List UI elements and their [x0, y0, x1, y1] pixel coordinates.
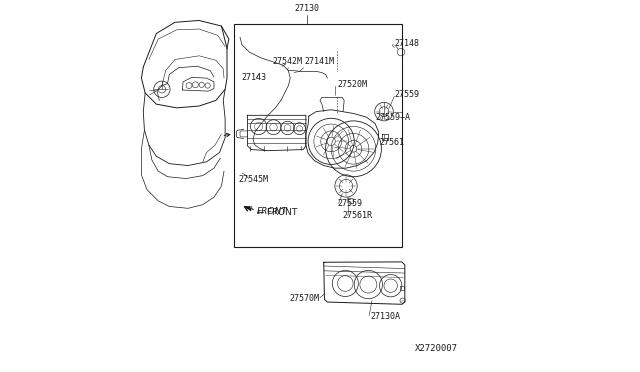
- Text: 27545M: 27545M: [239, 175, 269, 184]
- Text: 27148: 27148: [394, 39, 419, 48]
- Text: FRONT: FRONT: [257, 207, 287, 216]
- Text: X2720007: X2720007: [415, 344, 458, 353]
- Text: 27520M: 27520M: [338, 80, 368, 89]
- Bar: [234, 24, 402, 247]
- Text: 27559: 27559: [338, 199, 363, 208]
- Text: 27570M: 27570M: [289, 294, 319, 303]
- Text: 27143: 27143: [242, 73, 267, 82]
- Text: 27130: 27130: [294, 4, 319, 13]
- Text: 27130A: 27130A: [370, 312, 400, 321]
- Text: 27559+A: 27559+A: [375, 113, 410, 122]
- Text: 27559: 27559: [394, 90, 419, 99]
- Text: 27141M: 27141M: [305, 57, 334, 66]
- Text: 27561R: 27561R: [342, 211, 372, 220]
- Text: 27542M: 27542M: [273, 57, 302, 66]
- Text: 27561: 27561: [380, 138, 404, 147]
- Text: $\leftarrow$FRONT: $\leftarrow$FRONT: [255, 206, 299, 217]
